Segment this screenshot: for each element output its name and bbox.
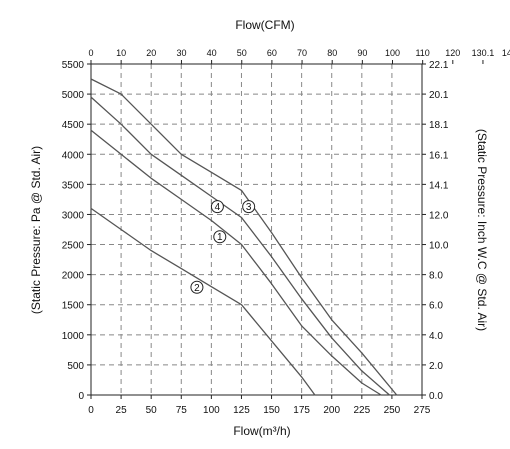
x2-tick-label: 110 xyxy=(415,48,429,58)
curve-marker-circle xyxy=(190,280,204,294)
x-tick-label: 25 xyxy=(116,405,128,416)
y-tick-label: 3000 xyxy=(62,210,85,221)
y-tick-label: 0 xyxy=(78,391,84,402)
y2-axis-ticks: 0.0 2.0 4.0 6.0 8.0 10.0 12.0 14.1 16.1 18.1 20.1 2… xyxy=(422,60,449,402)
y-tick-label: 4500 xyxy=(62,120,85,131)
y-tick-label: 4000 xyxy=(62,150,85,161)
curve-marker-label: 3 xyxy=(246,202,252,213)
curve-marker-circle xyxy=(213,230,227,244)
y-tick-label: 500 xyxy=(67,361,84,372)
series-line-4 xyxy=(90,96,390,396)
y2-tick-label: 10.0 xyxy=(429,241,449,252)
curve-marker-label: 1 xyxy=(217,232,223,243)
x-tick-label: 175 xyxy=(293,405,310,416)
x2-tick-label: 0 xyxy=(88,48,93,58)
x-tick-label: 150 xyxy=(263,405,280,416)
x2-tick-label: 130.1 xyxy=(472,48,495,58)
y-axis-title: (Static Pressure: Pa @ Std. Air) xyxy=(29,146,43,314)
x-tick-label: 275 xyxy=(414,405,431,416)
x2-tick-label: 50 xyxy=(237,48,247,58)
x2-tick-label: 70 xyxy=(297,48,307,58)
y-tick-label: 1000 xyxy=(62,331,85,342)
y2-tick-label: 20.1 xyxy=(429,90,449,101)
y2-axis-title: (Static Pressure: Inch W.C @ Std. Air) xyxy=(475,129,489,331)
x2-tick-label: 20 xyxy=(146,48,156,58)
y-axis-ticks: 0 500 1000 1500 2000 2500 3000 3500 4000 4500 5000… xyxy=(62,60,91,402)
curve-marker-label: 2 xyxy=(194,283,200,294)
x-tick-label: 225 xyxy=(353,405,370,416)
x-tick-label: 0 xyxy=(88,405,94,416)
x2-tick-label: 140.1 xyxy=(502,48,510,58)
x2-tick-label: 60 xyxy=(267,48,277,58)
x2-tick-label: 40 xyxy=(207,48,217,58)
y2-tick-label: 2.0 xyxy=(429,361,443,372)
series-line-3 xyxy=(90,78,398,396)
x-tick-label: 250 xyxy=(384,405,401,416)
series-line-1 xyxy=(90,129,382,396)
x2-tick-label: 30 xyxy=(176,48,186,58)
y2-tick-label: 18.1 xyxy=(429,120,449,131)
y2-tick-label: 0.0 xyxy=(429,391,443,402)
x2-tick-label: 80 xyxy=(327,48,337,58)
y2-tick-label: 4.0 xyxy=(429,331,443,342)
curve-marker-label: 4 xyxy=(215,202,221,213)
y-tick-label: 1500 xyxy=(62,301,85,312)
curve-marker-circle xyxy=(242,200,256,214)
x-tick-label: 200 xyxy=(323,405,340,416)
y-tick-label: 3500 xyxy=(62,180,85,191)
x-tick-label: 100 xyxy=(203,405,220,416)
x-tick-label: 50 xyxy=(146,405,158,416)
y-tick-label: 2500 xyxy=(62,241,85,252)
plot-frame xyxy=(90,63,423,396)
marker-layer: 1 2 3 4 xyxy=(190,200,256,294)
y2-tick-label: 6.0 xyxy=(429,301,443,312)
x2-axis-ticks: 0102030405060708090100110120130.1140.115… xyxy=(88,48,510,64)
grid xyxy=(91,64,422,395)
y-tick-label: 5000 xyxy=(62,90,85,101)
series-layer xyxy=(90,78,398,396)
x-axis-ticks: 0 25 50 75 100 125 150 175 200 225 250 275 xyxy=(88,395,431,416)
y2-tick-label: 8.0 xyxy=(429,271,443,282)
x-axis-title: Flow(m³/h) xyxy=(233,424,290,438)
y2-tick-label: 16.1 xyxy=(429,150,449,161)
x2-tick-label: 90 xyxy=(357,48,367,58)
x2-tick-label: 100 xyxy=(385,48,400,58)
x-tick-label: 75 xyxy=(176,405,188,416)
series-line-2 xyxy=(90,207,316,396)
x2-tick-label: 10 xyxy=(116,48,126,58)
x2-tick-label: 120 xyxy=(445,48,460,58)
y2-tick-label: 22.1 xyxy=(429,60,449,71)
y-tick-label: 2000 xyxy=(62,271,85,282)
x2-axis-title: Flow(CFM) xyxy=(235,18,294,32)
x-tick-label: 125 xyxy=(233,405,250,416)
curve-marker-circle xyxy=(210,200,224,214)
y2-tick-label: 12.0 xyxy=(429,210,449,221)
y2-tick-label: 14.1 xyxy=(429,180,449,191)
y-tick-label: 5500 xyxy=(62,60,85,71)
